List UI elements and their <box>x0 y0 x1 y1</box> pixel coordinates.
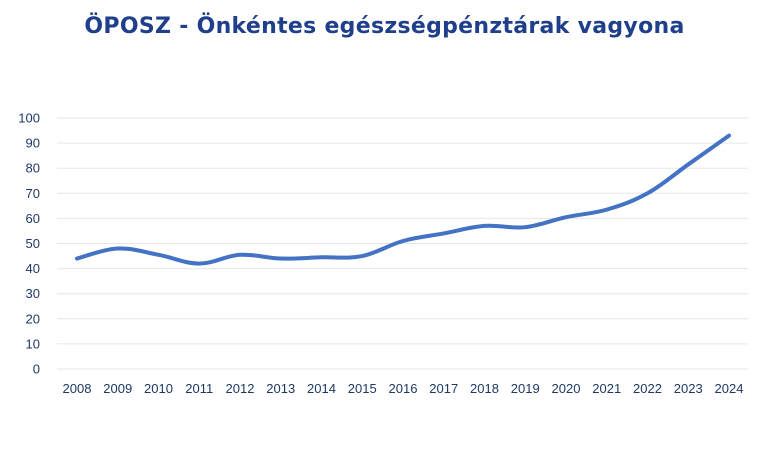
data-point <box>197 262 201 266</box>
data-point <box>605 208 609 212</box>
series-layer <box>75 133 731 266</box>
x-tick-label: 2020 <box>552 381 581 396</box>
data-point <box>75 257 79 261</box>
series-line <box>75 133 731 266</box>
x-tick-label: 2017 <box>429 381 458 396</box>
x-tick-label: 2016 <box>389 381 418 396</box>
data-point <box>401 239 405 243</box>
x-tick-label: 2018 <box>470 381 499 396</box>
x-tick-label: 2021 <box>592 381 621 396</box>
y-tick-label: 0 <box>33 362 40 377</box>
data-point <box>727 134 731 138</box>
x-axis: 2008 2009 2010 2011 2012 2013 2014 2015 2016 2017… <box>63 381 744 396</box>
gridlines <box>57 117 748 370</box>
x-tick-label: 2008 <box>63 381 92 396</box>
data-point <box>279 257 283 261</box>
x-tick-label: 2024 <box>715 381 744 396</box>
data-point <box>442 231 446 235</box>
x-tick-label: 2023 <box>674 381 703 396</box>
x-tick-label: 2011 <box>185 381 213 396</box>
x-tick-label: 2015 <box>348 381 377 396</box>
data-point <box>523 225 527 229</box>
y-tick-label: 80 <box>26 161 40 176</box>
y-tick-label: 60 <box>26 211 40 226</box>
x-tick-label: 2012 <box>226 381 255 396</box>
data-point <box>564 215 568 219</box>
data-point <box>483 224 487 228</box>
data-point <box>157 253 161 257</box>
y-tick-label: 40 <box>26 261 40 276</box>
y-tick-label: 10 <box>26 336 40 351</box>
data-point <box>238 253 242 257</box>
x-tick-label: 2013 <box>266 381 295 396</box>
data-point <box>686 162 690 166</box>
x-tick-label: 2009 <box>103 381 132 396</box>
x-tick-label: 2014 <box>307 381 336 396</box>
chart-title: ÖPOSZ - Önkéntes egészségpénztárak vagyo… <box>84 14 685 39</box>
x-tick-label: 2010 <box>144 381 173 396</box>
data-point <box>116 247 120 251</box>
y-tick-label: 30 <box>26 286 40 301</box>
data-point <box>646 191 650 195</box>
y-tick-label: 100 <box>18 111 40 126</box>
y-tick-label: 90 <box>26 136 40 151</box>
y-tick-label: 50 <box>26 236 40 251</box>
x-tick-label: 2019 <box>511 381 540 396</box>
y-tick-label: 70 <box>26 186 40 201</box>
y-tick-label: 20 <box>26 311 40 326</box>
data-point <box>320 255 324 259</box>
data-point <box>360 254 364 258</box>
x-tick-label: 2022 <box>633 381 662 396</box>
y-axis: 0 10 20 30 40 50 60 70 80 90 100 <box>18 111 40 377</box>
